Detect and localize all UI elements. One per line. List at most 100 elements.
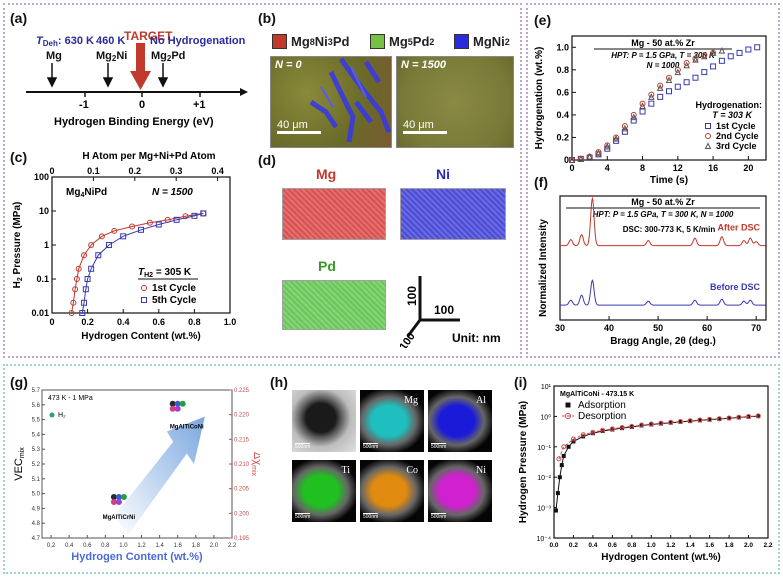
legend-entry: Adsorption — [578, 400, 626, 411]
legend-entry: 1st Cycle — [716, 121, 756, 131]
frame-bottom — [3, 364, 780, 574]
no-hydrogenation-label: No Hydrogenation — [150, 35, 246, 47]
data-point — [88, 242, 95, 248]
eds-map-label: Mg — [404, 395, 418, 406]
x-tick-label: 0.4 — [117, 317, 130, 327]
title-line1: Mg - 50 at.% Zr — [631, 197, 695, 207]
data-point — [559, 463, 564, 468]
panel-i: (i) 0.0 0.2 0.4 0.6 0.8 1.0 1.2 1.4 1.6 1.8 2.0 2.2… — [506, 368, 778, 572]
x-tick-label: 2.2 — [763, 542, 772, 549]
data-point — [674, 68, 682, 76]
y-axis-label: H2 Pressure (MPa) — [12, 202, 24, 289]
x-tick-label: 0.8 — [188, 317, 201, 327]
x-tick-label: 0.8 — [101, 543, 110, 549]
data-point — [697, 418, 702, 423]
data-point — [621, 128, 628, 135]
data-point — [111, 227, 118, 234]
panel-label-i: (i) — [514, 374, 528, 390]
scalebar-n1500 — [403, 131, 447, 134]
compound-mg2pd: Mg2Pd — [151, 50, 185, 63]
x-tick-label: 2.0 — [210, 543, 219, 549]
molecule-low — [110, 499, 117, 505]
data-point — [604, 142, 611, 149]
data-point — [692, 74, 699, 81]
y-tick-label: 10⁰ — [540, 413, 551, 421]
data-point — [75, 265, 82, 272]
panel-label-d: (d) — [258, 152, 276, 168]
micrograph-n0-label: N = 0 — [275, 59, 302, 71]
y-tick-label: 5.0 — [32, 492, 41, 498]
axes-triad: 100 100 100 Unit: nm — [398, 276, 501, 348]
data-point — [727, 53, 734, 60]
y-tick-label: 10⁻⁴ — [537, 536, 552, 543]
data-point — [81, 252, 88, 259]
data-point — [621, 124, 629, 132]
eds-map-ti: Ti 500nm — [292, 460, 356, 522]
data-point — [613, 134, 620, 141]
data-point — [648, 91, 655, 98]
xrd-pattern-1 — [560, 279, 766, 306]
data-point — [555, 491, 560, 496]
legend-marker — [704, 142, 712, 149]
data-point — [609, 426, 615, 432]
chart-f-xrd: 30 40 50 60 70 Bragg Angle, 2θ (deg.) Normaliz… — [538, 195, 767, 347]
data-point — [754, 44, 761, 51]
data-point — [105, 242, 112, 248]
scalebar-n0 — [277, 131, 321, 134]
title-line2: HPT: P = 1.5 GPa, T = 300 K — [611, 51, 716, 60]
y2-tick-label: 0.215 — [234, 437, 250, 443]
data-point — [73, 276, 80, 282]
y-tick-label: 0.1 — [36, 274, 49, 284]
data-point — [630, 117, 637, 124]
x-tick-label: 50 — [653, 323, 663, 333]
data-point — [665, 76, 673, 83]
data-point — [120, 233, 127, 240]
x-axis-label: Hydrogen Content (wt.%) — [81, 331, 200, 342]
data-point — [620, 426, 625, 431]
atom-map-pd — [282, 280, 386, 330]
x-axis-label: Hydrogen Content (wt.%) — [601, 552, 720, 563]
data-point — [639, 102, 646, 109]
y-axis-label: Normalized Intensity — [538, 219, 549, 317]
data-point — [677, 418, 683, 424]
y-tick-label: 0.2 — [556, 132, 569, 142]
data-point — [95, 252, 102, 259]
tdeh-label: TDeh: 630 K — [36, 35, 94, 48]
frame-top-right — [526, 3, 780, 358]
y-tick-label: 0 — [564, 155, 569, 165]
trend-arrow — [114, 416, 205, 536]
x-tick-label: 0.4 — [65, 543, 74, 549]
top-axis-label: H Atom per Mg+Ni+Pd Atom — [82, 151, 215, 162]
y2-tick-label: 0.220 — [234, 413, 250, 419]
molecule-low — [115, 499, 122, 505]
data-point — [701, 52, 708, 59]
data-point — [658, 420, 664, 426]
data-point — [82, 286, 89, 293]
x-tick-label: 0.2 — [81, 317, 94, 327]
panel-c: (c) 0 0.2 0.4 0.6 0.8 1.0 0.01 0.1 1 10 100 0 0.1 0.2… — [8, 143, 248, 355]
data-point — [561, 444, 567, 450]
scale-text-n1500: 40 μm — [403, 119, 434, 131]
x-tick-label: 0.4 — [588, 542, 597, 549]
y-tick-label: 5.5 — [32, 418, 41, 424]
legend-title2: T = 303 K — [712, 110, 753, 120]
y-tick-label: 5.2 — [32, 462, 41, 468]
data-point — [630, 113, 638, 121]
x-tick-label: 1.8 — [192, 543, 201, 549]
molecule-high — [174, 400, 181, 407]
swatch-red — [272, 34, 287, 49]
x-tick-label: 70 — [751, 323, 761, 333]
element-label-ni: Ni — [436, 166, 450, 182]
data-point — [600, 427, 606, 433]
chart-g-vec: 0.2 0.4 0.6 0.8 1.0 1.2 1.4 1.6 1.8 2.0 2.2 4.7 4.8 4… — [13, 388, 260, 563]
data-point — [98, 233, 105, 240]
series-line-1 — [81, 212, 204, 314]
top-tick-label: 0.2 — [129, 166, 142, 176]
legend-mgni2: MgNi 2 — [454, 34, 510, 49]
alloy-label-high: MgAlTiCoNi — [170, 424, 204, 430]
data-point — [590, 429, 596, 435]
legend-marker — [49, 412, 55, 418]
eds-map-label: Co — [406, 465, 418, 476]
data-point — [648, 100, 655, 107]
data-point — [138, 226, 144, 233]
